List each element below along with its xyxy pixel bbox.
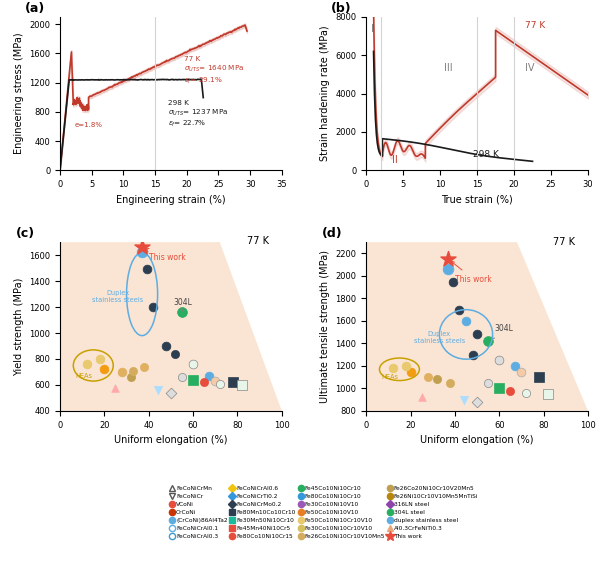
- Y-axis label: Strain hardening rate (MPa): Strain hardening rate (MPa): [320, 26, 330, 162]
- Y-axis label: Engineering stress (MPa): Engineering stress (MPa): [14, 33, 23, 154]
- Point: [468, 350, 478, 359]
- Point: [137, 248, 147, 257]
- Point: [510, 361, 520, 370]
- Text: (d): (d): [322, 227, 343, 240]
- Point: [494, 384, 504, 393]
- Point: [484, 337, 493, 346]
- Point: [472, 330, 482, 339]
- Text: HEAs: HEAs: [382, 374, 398, 381]
- Point: [228, 378, 238, 387]
- Point: [543, 390, 553, 399]
- Legend: FeCoNiCrMn, FeCoNiCr, VCoNi, CrCoNi, (CrCoNi)86Al4Ta2, FeCoNiCrAl0.1, FeCoNiCrAl: FeCoNiCrMn, FeCoNiCr, VCoNi, CrCoNi, (Cr…: [169, 486, 479, 540]
- Text: (a): (a): [25, 2, 45, 15]
- Text: 77 K: 77 K: [553, 238, 575, 248]
- Point: [128, 366, 138, 375]
- Text: 304L: 304L: [173, 298, 192, 311]
- Point: [137, 243, 147, 252]
- Text: III: III: [444, 62, 452, 73]
- Text: 298 K: 298 K: [473, 150, 499, 159]
- Point: [517, 367, 526, 376]
- Point: [142, 265, 151, 274]
- Point: [177, 373, 187, 382]
- Point: [204, 372, 214, 381]
- Text: Duplex
stainless steels: Duplex stainless steels: [92, 290, 143, 303]
- Text: 77 K: 77 K: [247, 236, 269, 246]
- Point: [177, 308, 187, 317]
- Point: [446, 378, 455, 387]
- Point: [521, 388, 530, 397]
- Point: [148, 302, 158, 311]
- Y-axis label: Ultimate tensile strength (MPa): Ultimate tensile strength (MPa): [320, 250, 330, 403]
- Point: [443, 265, 453, 274]
- Point: [215, 379, 224, 388]
- Point: [237, 381, 247, 390]
- Point: [472, 397, 482, 406]
- Text: This work: This work: [146, 249, 185, 262]
- Text: I: I: [371, 24, 373, 34]
- Point: [461, 316, 471, 325]
- Point: [100, 365, 109, 374]
- Point: [406, 367, 415, 376]
- Text: IV: IV: [525, 62, 535, 73]
- Point: [484, 378, 493, 387]
- Point: [199, 378, 209, 387]
- X-axis label: Uniform elongation (%): Uniform elongation (%): [114, 435, 227, 445]
- Point: [443, 254, 453, 263]
- Point: [170, 349, 180, 358]
- Text: 298 K
$\sigma_{UTS}$= 1237 MPa
$\varepsilon_{f}$= 22.7%: 298 K $\sigma_{UTS}$= 1237 MPa $\varepsi…: [168, 100, 228, 129]
- Point: [448, 277, 457, 286]
- Text: 304L: 304L: [491, 324, 514, 339]
- Text: II: II: [392, 155, 398, 165]
- Point: [535, 373, 544, 382]
- Point: [455, 305, 464, 314]
- Point: [506, 386, 515, 395]
- Polygon shape: [60, 242, 282, 411]
- Point: [459, 395, 469, 404]
- Point: [166, 388, 176, 397]
- Point: [433, 375, 442, 384]
- Polygon shape: [366, 242, 588, 411]
- Point: [388, 364, 398, 373]
- Point: [188, 376, 198, 385]
- Point: [140, 362, 149, 371]
- Point: [211, 377, 220, 386]
- Point: [126, 373, 136, 382]
- Text: This work: This work: [451, 261, 491, 284]
- Text: (c): (c): [16, 227, 35, 240]
- Text: 77 K: 77 K: [525, 21, 545, 30]
- Point: [417, 393, 427, 402]
- Point: [82, 360, 91, 369]
- Text: (b): (b): [331, 2, 351, 15]
- Point: [494, 356, 504, 365]
- Point: [161, 342, 171, 351]
- Point: [153, 386, 163, 395]
- Text: HEAs: HEAs: [76, 373, 92, 379]
- Point: [401, 361, 411, 370]
- Y-axis label: Yield strength (MPa): Yield strength (MPa): [14, 278, 23, 376]
- X-axis label: Uniform elongation (%): Uniform elongation (%): [421, 435, 534, 445]
- X-axis label: Engineering strain (%): Engineering strain (%): [116, 195, 226, 204]
- Point: [118, 368, 127, 377]
- Text: Duplex
stainless steels: Duplex stainless steels: [414, 332, 465, 345]
- X-axis label: True strain (%): True strain (%): [441, 195, 513, 204]
- Text: 77 K
$\sigma_{UTS}$= 1640 MPa
$\varepsilon_{f}$= 29.1%: 77 K $\sigma_{UTS}$= 1640 MPa $\varepsil…: [184, 56, 244, 86]
- Text: e=1.8%: e=1.8%: [74, 122, 103, 127]
- Point: [110, 383, 120, 392]
- Point: [95, 355, 105, 364]
- Point: [188, 360, 198, 369]
- Point: [424, 373, 433, 382]
